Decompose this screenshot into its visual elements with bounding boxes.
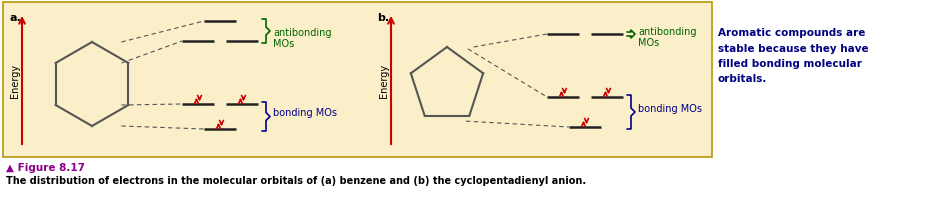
Bar [3, 3, 712, 157]
Text: antibonding: antibonding [638, 27, 697, 37]
Text: orbitals.: orbitals. [718, 74, 767, 84]
Text: bonding MOs: bonding MOs [638, 103, 702, 114]
Text: b.: b. [377, 13, 389, 23]
Text: Energy: Energy [10, 64, 20, 98]
Text: bonding MOs: bonding MOs [273, 108, 337, 118]
Text: Energy: Energy [379, 64, 389, 98]
Text: ▲ Figure 8.17: ▲ Figure 8.17 [6, 162, 85, 172]
Text: a.: a. [9, 13, 21, 23]
Text: MOs: MOs [273, 39, 294, 49]
Text: The distribution of electrons in the molecular orbitals of (a) benzene and (b) t: The distribution of electrons in the mol… [6, 175, 586, 185]
Text: antibonding: antibonding [273, 28, 331, 38]
Text: Aromatic compounds are: Aromatic compounds are [718, 28, 866, 38]
Text: stable because they have: stable because they have [718, 44, 869, 54]
Text: MOs: MOs [638, 38, 660, 48]
Text: filled bonding molecular: filled bonding molecular [718, 59, 862, 69]
